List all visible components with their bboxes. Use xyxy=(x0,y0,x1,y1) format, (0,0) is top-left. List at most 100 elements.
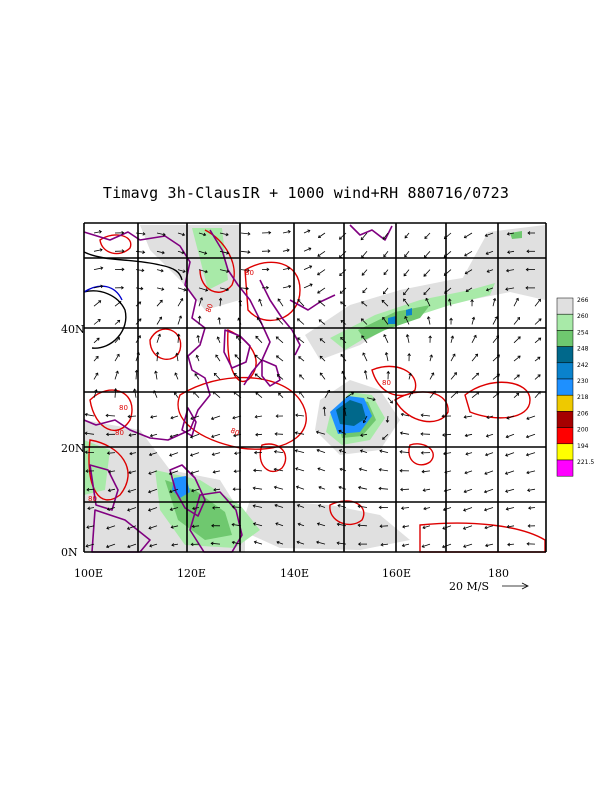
rh-contour xyxy=(371,365,417,397)
wind-vector xyxy=(298,523,305,527)
wind-vector xyxy=(381,543,389,546)
wind-vector xyxy=(527,488,536,491)
wind-vector-head xyxy=(400,506,404,510)
wind-vector-head xyxy=(517,355,521,359)
wind-vector xyxy=(492,298,496,307)
wind-vector xyxy=(317,523,326,527)
wind-vector-head xyxy=(142,250,146,254)
wind-vector-head xyxy=(252,468,257,473)
wind-vector xyxy=(486,433,494,437)
legend-swatch xyxy=(556,459,574,477)
wind-vector xyxy=(190,433,200,438)
wind-vector-head xyxy=(423,273,427,277)
rh-contour xyxy=(89,389,133,432)
wind-vector-head xyxy=(286,248,290,253)
wind-vector-head xyxy=(154,370,158,374)
wind-vector-head xyxy=(276,317,280,321)
wind-vector xyxy=(197,335,200,343)
wind-vector-head xyxy=(84,431,88,436)
legend-label: 221.5 xyxy=(577,459,594,466)
wind-vector-head xyxy=(180,298,184,302)
wind-vector-head xyxy=(98,300,102,304)
wind-vector-head xyxy=(386,370,391,374)
wind-vector xyxy=(107,452,116,454)
wind-vector-head xyxy=(465,288,469,292)
wind-vector-head xyxy=(87,506,91,511)
wind-vector xyxy=(274,486,284,490)
wind-vector xyxy=(505,470,515,475)
wind-vector-head xyxy=(148,526,152,530)
wind-vector-head xyxy=(339,290,343,294)
wind-vector-head xyxy=(196,334,200,338)
wind-vector-head xyxy=(380,543,384,547)
contour-label: 80 xyxy=(245,269,254,277)
wind-vector-head xyxy=(337,504,341,508)
wind-vector-head xyxy=(537,356,541,360)
contour-label: 80 xyxy=(88,495,97,503)
wind-vector-head xyxy=(159,299,163,303)
wind-vector xyxy=(192,525,200,527)
wind-vector xyxy=(338,430,347,435)
wind-vector xyxy=(318,319,326,325)
wind-vector-head xyxy=(378,467,382,472)
wind-vector xyxy=(219,269,229,272)
page-title: Timavg 3h-ClausIR + 1000 wind+RH 880716/… xyxy=(102,184,510,202)
wind-vector-head xyxy=(295,413,299,417)
wind-vector-head xyxy=(340,320,344,324)
wind-vector-head xyxy=(403,273,407,277)
wind-vector xyxy=(108,488,116,492)
wind-vector-head xyxy=(484,525,488,530)
y-tick-label: 40N xyxy=(61,323,85,336)
wind-vector xyxy=(403,298,410,307)
wind-vector-head xyxy=(210,416,215,421)
legend-swatch xyxy=(556,394,574,412)
wind-vector xyxy=(400,432,410,435)
contour-labels: 80 80 80 80 80 80 80 xyxy=(88,269,391,503)
wind-vector xyxy=(442,433,452,436)
rh-contour xyxy=(464,381,531,419)
wind-vector-head xyxy=(476,372,479,376)
wind-vector xyxy=(379,469,389,472)
wind-vector xyxy=(128,488,137,493)
wind-vector-head xyxy=(254,373,258,377)
wind-vector-head xyxy=(85,544,89,548)
wind-vector xyxy=(487,269,494,273)
wind-vector xyxy=(240,287,249,290)
wind-vector-head xyxy=(442,526,446,530)
wind-vector xyxy=(170,507,179,511)
wind-vector-head xyxy=(403,292,407,296)
wind-vector-head xyxy=(231,540,235,545)
wind-vector xyxy=(506,269,515,272)
wind-vector xyxy=(423,287,431,295)
wind-vector-head xyxy=(382,316,386,320)
wind-vector xyxy=(387,397,393,404)
wind-vector xyxy=(148,488,158,493)
wind-vector xyxy=(135,370,138,380)
wind-vector-head xyxy=(340,353,344,357)
philippines-coast xyxy=(169,464,206,517)
legend-label: 218 xyxy=(577,394,589,401)
cloud-shade-gray xyxy=(240,500,410,550)
wind-vector xyxy=(318,486,326,490)
wind-vector xyxy=(93,319,101,325)
wind-vector xyxy=(193,391,200,398)
wind-vector-head xyxy=(463,489,467,494)
wind-vector-head xyxy=(169,434,173,439)
wind-vector-head xyxy=(505,287,509,291)
wind-vector-head xyxy=(453,372,457,376)
wind-vector xyxy=(177,287,187,291)
wind-vector xyxy=(258,299,263,307)
wind-vector-head xyxy=(113,387,118,392)
wind-vector-head xyxy=(336,541,340,545)
wind-vector xyxy=(171,543,179,546)
wind-vector xyxy=(361,318,368,325)
wind-vector xyxy=(505,287,515,290)
wind-vector xyxy=(534,374,541,380)
wind-vector xyxy=(382,317,389,325)
wind-vector-head xyxy=(362,352,366,356)
wind-vector xyxy=(513,298,519,307)
wind-vector-head xyxy=(182,269,186,273)
wind-vector xyxy=(218,317,221,325)
wind-vector xyxy=(534,318,542,325)
wind-vector-head xyxy=(464,433,468,438)
